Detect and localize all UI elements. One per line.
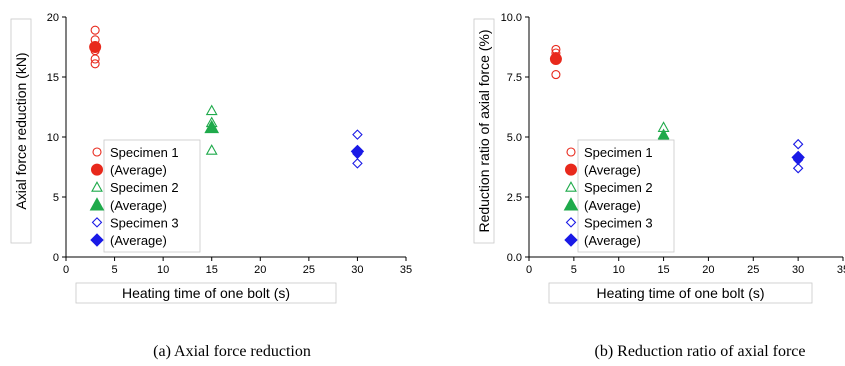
legend-entry: Specimen 2 xyxy=(110,180,179,195)
legend-entry: Specimen 1 xyxy=(110,145,179,160)
data-point xyxy=(792,162,804,174)
data-point xyxy=(352,129,363,140)
legend-entry: (Average) xyxy=(584,198,641,213)
legend: Specimen 1 (Average) Specimen 2 (Average) Sp… xyxy=(89,139,201,253)
x-tick-label: 15 xyxy=(206,264,218,276)
legend-entry: Specimen 2 xyxy=(584,180,653,195)
x-tick-label: 30 xyxy=(792,264,804,276)
x-tick-label: 10 xyxy=(613,264,625,276)
data-point xyxy=(791,150,805,165)
x-tick-label: 30 xyxy=(351,264,363,276)
legend-box xyxy=(103,139,201,253)
x-tick-label: 0 xyxy=(63,264,69,276)
y-axis-label: Axial force reduction (kN) xyxy=(13,52,29,209)
legend-marker xyxy=(92,147,102,157)
x-axis-label: Heating time of one bolt (s) xyxy=(122,285,290,301)
y-tick-label: 7.5 xyxy=(507,72,522,84)
data-point xyxy=(352,158,363,169)
y-tick-label: 10 xyxy=(47,132,59,144)
x-axis-label: Heating time of one bolt (s) xyxy=(596,285,764,301)
y-tick-label: 2.5 xyxy=(507,192,522,204)
x-tick-label: 10 xyxy=(157,264,169,276)
legend-entry: Specimen 1 xyxy=(584,145,653,160)
x-tick-label: 0 xyxy=(526,264,532,276)
legend-marker xyxy=(89,197,105,211)
x-axis-label-box xyxy=(75,282,337,304)
x-tick-label: 35 xyxy=(400,264,412,276)
series-6 xyxy=(791,150,805,165)
legend-marker xyxy=(565,181,577,192)
x-tick-label: 5 xyxy=(112,264,118,276)
x-tick-label: 25 xyxy=(747,264,759,276)
y-tick-label: 10.0 xyxy=(501,12,522,24)
legend-marker xyxy=(91,217,103,228)
legend-entry: Specimen 3 xyxy=(110,215,179,230)
y-tick-label: 0 xyxy=(53,252,59,264)
legend-entry: Specimen 3 xyxy=(584,215,653,230)
data-point xyxy=(204,119,220,134)
y-tick-label: 15 xyxy=(47,72,59,84)
chart-caption: (a) Axial force reduction xyxy=(153,343,311,360)
y-tick-label: 20 xyxy=(47,12,59,24)
data-point xyxy=(90,59,100,69)
data-point xyxy=(90,25,100,35)
x-tick-label: 20 xyxy=(702,264,714,276)
x-tick-label: 20 xyxy=(254,264,266,276)
legend-marker xyxy=(566,147,576,157)
legend-entry: (Average) xyxy=(110,198,167,213)
y-axis-label: Reduction ratio of axial force (%) xyxy=(476,29,492,232)
data-point xyxy=(350,144,365,159)
data-point xyxy=(551,70,561,80)
legend-marker xyxy=(91,181,103,192)
legend-entry: (Average) xyxy=(584,163,641,178)
legend-entry: (Average) xyxy=(584,233,641,248)
data-point xyxy=(205,144,218,155)
legend-entry: (Average) xyxy=(110,233,167,248)
x-axis-label-box xyxy=(548,282,813,304)
x-tick-label: 35 xyxy=(837,264,845,276)
x-tick-label: 5 xyxy=(571,264,577,276)
legend-marker xyxy=(90,233,104,247)
series-2 xyxy=(89,41,102,53)
chart-b: 0.0 2.5 5.0 7.5 10.0 0 5 10 15 20 25 30 35 Reduction … xyxy=(473,12,845,360)
legend-marker xyxy=(564,233,578,247)
data-point xyxy=(792,138,804,150)
x-tick-label: 25 xyxy=(303,264,315,276)
y-axis-label-box xyxy=(473,18,495,244)
y-tick-label: 5 xyxy=(53,192,59,204)
legend-marker xyxy=(565,163,577,176)
data-point xyxy=(205,104,218,116)
series-4 xyxy=(204,119,220,134)
legend-marker xyxy=(565,217,577,228)
y-axis-label-box xyxy=(10,18,32,244)
series-6 xyxy=(350,144,365,159)
chart-caption: (b) Reduction ratio of axial force xyxy=(594,343,805,360)
data-point xyxy=(549,53,562,65)
legend: Specimen 1 (Average) Specimen 2 (Average) Sp… xyxy=(563,139,675,253)
y-tick-label: 0.0 xyxy=(507,252,522,264)
chart-a: 0 5 10 15 20 0 5 10 15 20 25 30 35 Axial force reduct… xyxy=(10,12,412,360)
legend-marker xyxy=(91,163,103,176)
data-point xyxy=(89,41,102,53)
data-point xyxy=(90,54,100,64)
legend-box xyxy=(577,139,675,253)
legend-entry: (Average) xyxy=(110,163,167,178)
series-2 xyxy=(549,53,562,65)
legend-marker xyxy=(563,197,579,211)
x-tick-label: 15 xyxy=(657,264,669,276)
y-tick-label: 5.0 xyxy=(507,132,522,144)
